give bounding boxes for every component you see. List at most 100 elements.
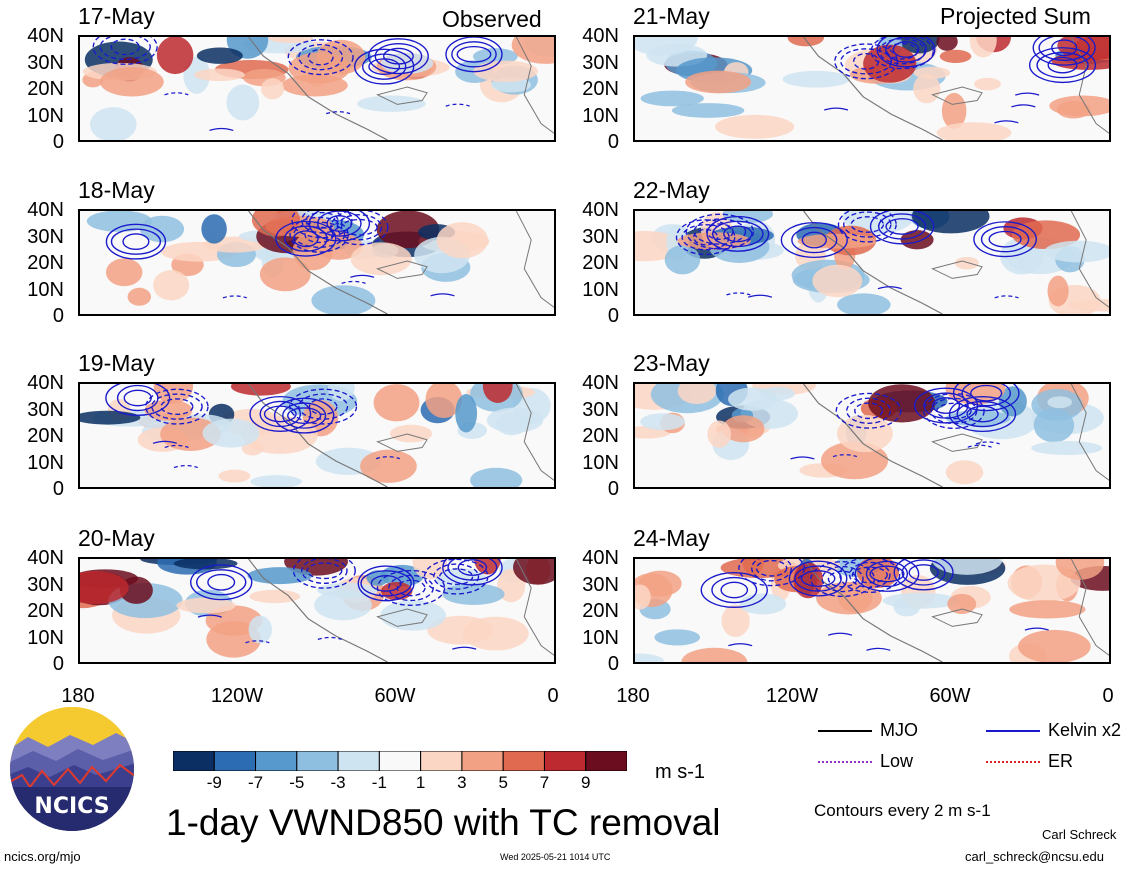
lon-label-180-right: 180 [616, 685, 650, 707]
colorbar-swatch [543, 750, 587, 772]
footer-url[interactable]: ncics.org/mjo [4, 849, 81, 864]
lat-label-left-4-2: 30N [27, 573, 64, 596]
colorbar-swatch [296, 750, 339, 772]
legend-label-er: ER [1048, 751, 1074, 771]
lat-label-right-4-3: 20N [582, 600, 619, 622]
colorbar-tick-label: 5 [498, 773, 508, 792]
lat-label-right-4-5: 0 [607, 653, 619, 675]
lat-label-right-3-3: 20N [582, 425, 619, 447]
panel-date-right-3: 23-May [633, 350, 710, 376]
lat-label-right-4-4: 10N [582, 626, 619, 649]
logo-text: NCICS [34, 794, 109, 819]
lat-label-left-1-2: 30N [27, 51, 64, 74]
legend-line-kelvin [986, 730, 1040, 732]
legend-line-low [818, 761, 872, 763]
legend-line-er [986, 761, 1040, 763]
lat-label-right-2-1: 40N [582, 199, 619, 221]
lon-label-0-left: 0 [547, 685, 559, 707]
lon-label-120w-left: 120W [210, 685, 264, 707]
map-panel-left-2 [78, 209, 556, 316]
lat-label-right-4-2: 30N [582, 573, 619, 596]
colorbar-units: m s-1 [655, 761, 705, 783]
lat-label-left-2-5: 0 [52, 305, 64, 327]
lat-label-left-4-1: 40N [27, 547, 64, 569]
lat-label-right-2-5: 0 [607, 305, 619, 327]
lat-label-right-3-4: 10N [582, 451, 619, 474]
panel-date-left-4: 20-May [78, 525, 155, 551]
figure-title: 1-day VWND850 with TC removal [166, 802, 721, 843]
lat-label-left-3-4: 10N [27, 451, 64, 474]
contour-note: Contours every 2 m s-1 [814, 801, 991, 820]
lat-label-left-2-2: 30N [27, 225, 64, 248]
panel-date-right-1: 21-May [633, 3, 710, 29]
panel-date-left-1: 17-May [78, 3, 155, 29]
footer-timestamp: Wed 2025-05-21 1014 UTC [500, 852, 611, 862]
lat-label-right-1-5: 0 [607, 131, 619, 153]
map-panel-right-3 [633, 382, 1111, 489]
lat-label-left-4-4: 10N [27, 626, 64, 649]
header-projected-sum: Projected Sum [940, 3, 1091, 29]
map-panel-right-4 [633, 557, 1111, 664]
colorbar-swatch [420, 750, 463, 772]
map-panel-right-2 [633, 209, 1111, 316]
lon-label-0-right: 0 [1102, 685, 1114, 707]
lat-label-right-3-1: 40N [582, 372, 619, 394]
lon-label-60w-left: 60W [374, 685, 416, 707]
lat-label-right-3-5: 0 [607, 478, 619, 500]
lon-label-60w-right: 60W [929, 685, 971, 707]
lat-label-right-2-3: 20N [582, 252, 619, 274]
lat-label-right-3-2: 30N [582, 398, 619, 421]
lat-label-left-1-5: 0 [52, 131, 64, 153]
lat-label-left-1-4: 10N [27, 104, 64, 127]
legend-label-low: Low [880, 751, 914, 771]
lat-label-right-1-1: 40N [582, 25, 619, 47]
lon-label-180-left: 180 [61, 685, 95, 707]
lat-label-left-3-3: 20N [27, 425, 64, 447]
lat-label-right-2-4: 10N [582, 278, 619, 301]
lat-label-left-2-3: 20N [27, 252, 64, 274]
lat-label-left-2-1: 40N [27, 199, 64, 221]
colorbar-swatch [213, 750, 257, 772]
lat-label-left-3-2: 30N [27, 398, 64, 421]
footer-email[interactable]: carl_schreck@ncsu.edu [965, 849, 1104, 864]
lat-label-left-2-4: 10N [27, 278, 64, 301]
panel-date-right-4: 24-May [633, 525, 710, 551]
lat-label-left-1-3: 20N [27, 78, 64, 100]
lon-label-120w-right: 120W [765, 685, 819, 707]
lat-label-left-4-5: 0 [52, 653, 64, 675]
colorbar-swatch [502, 750, 545, 772]
header-observed: Observed [442, 6, 542, 32]
colorbar-tick-label: -7 [247, 773, 264, 792]
legend-line-mjo [818, 730, 872, 732]
colorbar-tick-label: -5 [289, 773, 305, 792]
panel-date-right-2: 22-May [633, 177, 710, 203]
colorbar-swatch [172, 750, 215, 772]
colorbar [172, 750, 628, 772]
legend-label-kelvin: Kelvin x2 [1048, 720, 1122, 740]
colorbar-tick-label: -9 [206, 773, 222, 792]
colorbar-tick-label: 9 [580, 773, 591, 792]
lat-label-left-1-1: 40N [27, 25, 64, 47]
lat-label-left-3-1: 40N [27, 372, 64, 394]
colorbar-swatch [461, 750, 504, 772]
colorbar-swatch [378, 750, 422, 772]
lat-label-right-1-3: 20N [582, 78, 619, 100]
legend: MJO Kelvin x2 Low ER [810, 718, 1135, 778]
ncics-logo: NCICS [8, 705, 136, 833]
map-panel-left-4 [78, 557, 556, 664]
lat-label-left-3-5: 0 [52, 478, 64, 500]
map-panel-left-1 [78, 35, 556, 142]
panel-date-left-2: 18-May [78, 177, 155, 203]
colorbar-tick-label: 1 [415, 773, 426, 792]
map-panel-right-1 [633, 35, 1111, 142]
colorbar-swatch [337, 750, 380, 772]
lat-label-left-4-3: 20N [27, 600, 64, 622]
lat-label-right-1-2: 30N [582, 51, 619, 74]
lat-label-right-1-4: 10N [582, 104, 619, 127]
colorbar-tick-label: 3 [457, 773, 467, 792]
colorbar-tick-label: 7 [539, 773, 550, 792]
map-panel-left-3 [78, 382, 556, 489]
footer-author: Carl Schreck [1042, 827, 1117, 842]
colorbar-tick-label: -1 [371, 773, 387, 792]
panel-date-left-3: 19-May [78, 350, 155, 376]
